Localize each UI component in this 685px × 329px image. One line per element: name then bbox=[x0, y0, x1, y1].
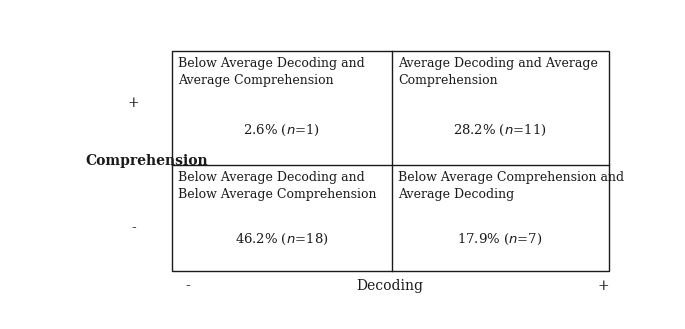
Bar bbox=[172, 51, 608, 271]
Text: 2.6% ($\mathit{n}$=1): 2.6% ($\mathit{n}$=1) bbox=[243, 123, 321, 138]
Text: Decoding: Decoding bbox=[357, 279, 423, 293]
Text: Average Decoding and Average
Comprehension: Average Decoding and Average Comprehensi… bbox=[398, 57, 598, 87]
Text: -: - bbox=[131, 221, 136, 235]
Text: 28.2% ($\mathit{n}$=11): 28.2% ($\mathit{n}$=11) bbox=[453, 123, 547, 138]
Text: +: + bbox=[127, 96, 139, 110]
Text: -: - bbox=[185, 279, 190, 293]
Text: Below Average Decoding and
Average Comprehension: Below Average Decoding and Average Compr… bbox=[178, 57, 364, 87]
Text: +: + bbox=[597, 279, 609, 293]
Text: Comprehension: Comprehension bbox=[86, 154, 208, 168]
Text: Below Average Comprehension and
Average Decoding: Below Average Comprehension and Average … bbox=[398, 171, 624, 201]
Text: 17.9% ($\mathit{n}$=7): 17.9% ($\mathit{n}$=7) bbox=[458, 232, 543, 247]
Text: 46.2% ($\mathit{n}$=18): 46.2% ($\mathit{n}$=18) bbox=[235, 232, 329, 247]
Text: Below Average Decoding and
Below Average Comprehension: Below Average Decoding and Below Average… bbox=[178, 171, 377, 201]
